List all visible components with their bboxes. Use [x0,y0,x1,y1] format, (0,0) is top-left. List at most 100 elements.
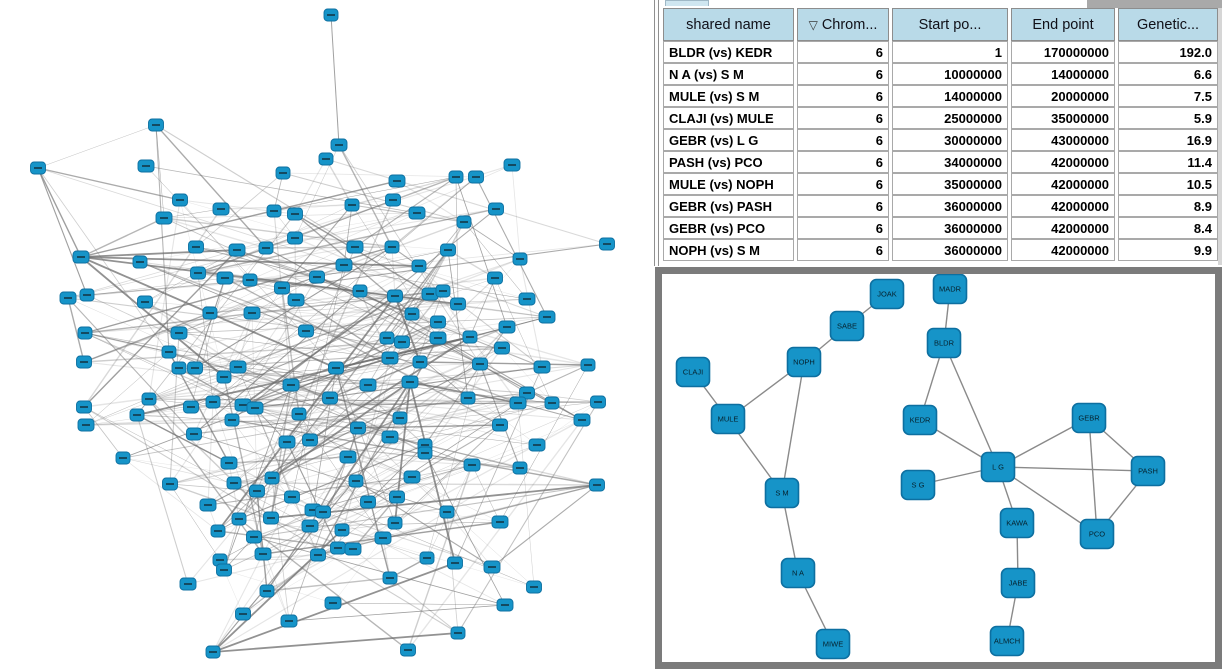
graph-node[interactable] [346,240,364,254]
graph-node[interactable] [274,281,290,295]
graph-node[interactable] [246,530,262,544]
cell-chrom[interactable]: 6 [797,107,889,129]
graph-node[interactable] [487,271,503,285]
graph-node[interactable] [76,355,92,369]
network-node-bldr[interactable]: BLDR [926,327,962,359]
graph-node[interactable] [411,259,427,273]
graph-node[interactable] [264,471,280,485]
table-row[interactable]: N A (vs) S M 6 10000000 14000000 6.6 [663,63,1218,85]
graph-node[interactable] [447,556,463,570]
cell-end-point[interactable]: 14000000 [1011,63,1115,85]
graph-node[interactable] [322,391,338,405]
table-tab-sliver[interactable] [665,0,709,6]
graph-node[interactable] [387,289,403,303]
graph-node[interactable] [259,584,275,598]
graph-node[interactable] [381,430,399,444]
graph-node[interactable] [330,541,346,555]
graph-node[interactable] [282,378,300,392]
network-node-noph[interactable]: NOPH [786,346,822,378]
cell-start-po[interactable]: 10000000 [892,63,1008,85]
cell-shared-name[interactable]: MULE (vs) NOPH [663,173,794,195]
graph-node[interactable] [512,461,528,475]
graph-node[interactable] [344,198,360,212]
column-header-end-point[interactable]: End point [1011,8,1115,41]
graph-node[interactable] [205,645,221,659]
graph-node[interactable] [137,159,155,173]
graph-node[interactable] [580,358,596,372]
column-header-shared-name[interactable]: shared name [663,8,794,41]
cell-genetic[interactable]: 10.5 [1118,173,1218,195]
graph-node[interactable] [533,360,551,374]
network-node-kawa[interactable]: KAWA [999,507,1035,539]
graph-node[interactable] [235,607,251,621]
graph-node[interactable] [385,193,401,207]
graph-node[interactable] [456,215,472,229]
cell-chrom[interactable]: 6 [797,195,889,217]
graph-node[interactable] [226,476,242,490]
graph-node[interactable] [512,252,528,266]
graph-node[interactable] [228,243,246,257]
cell-end-point[interactable]: 42000000 [1011,195,1115,217]
table-row[interactable]: BLDR (vs) KEDR 6 1 170000000 192.0 [663,41,1218,63]
graph-node[interactable] [115,451,131,465]
graph-node[interactable] [246,401,264,415]
graph-node[interactable] [498,320,516,334]
graph-node[interactable] [77,326,93,340]
graph-node[interactable] [278,435,296,449]
graph-node[interactable] [280,614,298,628]
graph-node[interactable] [328,361,344,375]
cell-start-po[interactable]: 36000000 [892,217,1008,239]
cell-genetic[interactable]: 192.0 [1118,41,1218,63]
graph-node[interactable] [179,577,197,591]
table-row[interactable]: MULE (vs) S M 6 14000000 20000000 7.5 [663,85,1218,107]
graph-node[interactable] [77,418,95,432]
graph-node[interactable] [462,330,478,344]
graph-node[interactable] [132,255,148,269]
cell-end-point[interactable]: 42000000 [1011,217,1115,239]
graph-node[interactable] [430,315,446,329]
table-row[interactable]: GEBR (vs) PASH 6 36000000 42000000 8.9 [663,195,1218,217]
graph-node[interactable] [298,324,314,338]
graph-node[interactable] [287,207,303,221]
graph-node[interactable] [199,498,217,512]
graph-node[interactable] [171,361,187,375]
main-network-canvas[interactable] [0,0,655,669]
graph-node[interactable] [488,202,504,216]
graph-node[interactable] [359,378,377,392]
graph-node[interactable] [310,548,326,562]
graph-node[interactable] [324,596,342,610]
graph-node[interactable] [258,241,274,255]
network-node-sabe[interactable]: SABE [829,310,865,342]
graph-node[interactable] [186,427,202,441]
graph-node[interactable] [155,211,173,225]
graph-node[interactable] [388,174,406,188]
table-row[interactable]: NOPH (vs) S M 6 36000000 42000000 9.9 [663,239,1218,261]
graph-node[interactable] [339,450,357,464]
graph-node[interactable] [315,505,331,519]
cell-genetic[interactable]: 8.9 [1118,195,1218,217]
graph-node[interactable] [472,357,488,371]
graph-node[interactable] [323,8,339,22]
graph-node[interactable] [148,118,164,132]
cell-shared-name[interactable]: GEBR (vs) L G [663,129,794,151]
graph-node[interactable] [229,360,247,374]
graph-node[interactable] [190,266,206,280]
network-node-kedr[interactable]: KEDR [902,404,938,436]
network-node-gebr[interactable]: GEBR [1071,402,1107,434]
graph-node[interactable] [287,231,303,245]
column-header-chrom[interactable]: ▽ Chrom... [797,8,889,41]
cell-end-point[interactable]: 20000000 [1011,85,1115,107]
graph-node[interactable] [352,284,368,298]
graph-node[interactable] [216,563,232,577]
cell-chrom[interactable]: 6 [797,129,889,151]
graph-node[interactable] [161,345,177,359]
cell-genetic[interactable]: 8.4 [1118,217,1218,239]
graph-node[interactable] [573,413,591,427]
graph-node[interactable] [335,258,353,272]
graph-node[interactable] [419,551,435,565]
graph-node[interactable] [284,490,300,504]
network-node-n-a[interactable]: N A [780,557,816,589]
graph-node[interactable] [348,474,364,488]
graph-node[interactable] [344,542,362,556]
graph-node[interactable] [394,335,410,349]
